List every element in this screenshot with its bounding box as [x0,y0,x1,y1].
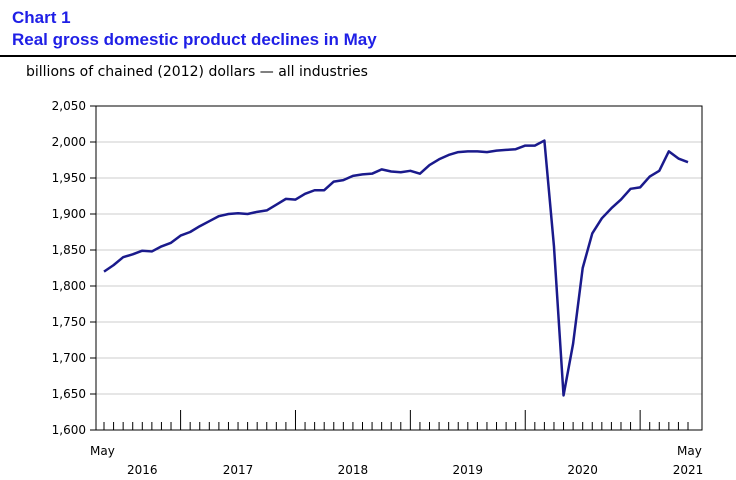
y-tick-label: 1,600 [52,423,86,437]
x-year-label: 2019 [453,463,484,477]
x-end-month-label: May [677,444,702,458]
x-year-label: 2016 [127,463,158,477]
x-year-label: 2018 [338,463,369,477]
y-tick-label: 1,750 [52,315,86,329]
gridlines [96,141,702,395]
title-rule [0,55,736,57]
y-tick-label: 1,950 [52,171,86,185]
y-axis: 2,050 2,000 1,950 1,900 1,850 1,800 1,750 1,700… [52,99,96,437]
y-tick-label: 2,050 [52,99,86,113]
series-lines [103,139,689,397]
x-start-month-label: May [90,444,115,458]
y-tick-label: 1,850 [52,243,86,257]
y-tick-label: 2,000 [52,135,86,149]
chart-number: Chart 1 [12,8,71,27]
x-year-label: 2017 [223,463,254,477]
plot-frame [95,105,703,431]
x-year-label: 2020 [567,463,598,477]
chart-title: Real gross domestic product declines in … [12,30,377,49]
y-tick-label: 1,650 [52,387,86,401]
x-year-label: 2021 [673,463,704,477]
gdp-series-line [103,139,689,397]
x-axis: May May 2016 2017 2018 2019 2020 2021 [90,410,703,477]
y-axis-unit-label: billions of chained (2012) dollars — all… [26,64,368,80]
y-tick-label: 1,900 [52,207,86,221]
y-tick-label: 1,800 [52,279,86,293]
y-tick-label: 1,700 [52,351,86,365]
